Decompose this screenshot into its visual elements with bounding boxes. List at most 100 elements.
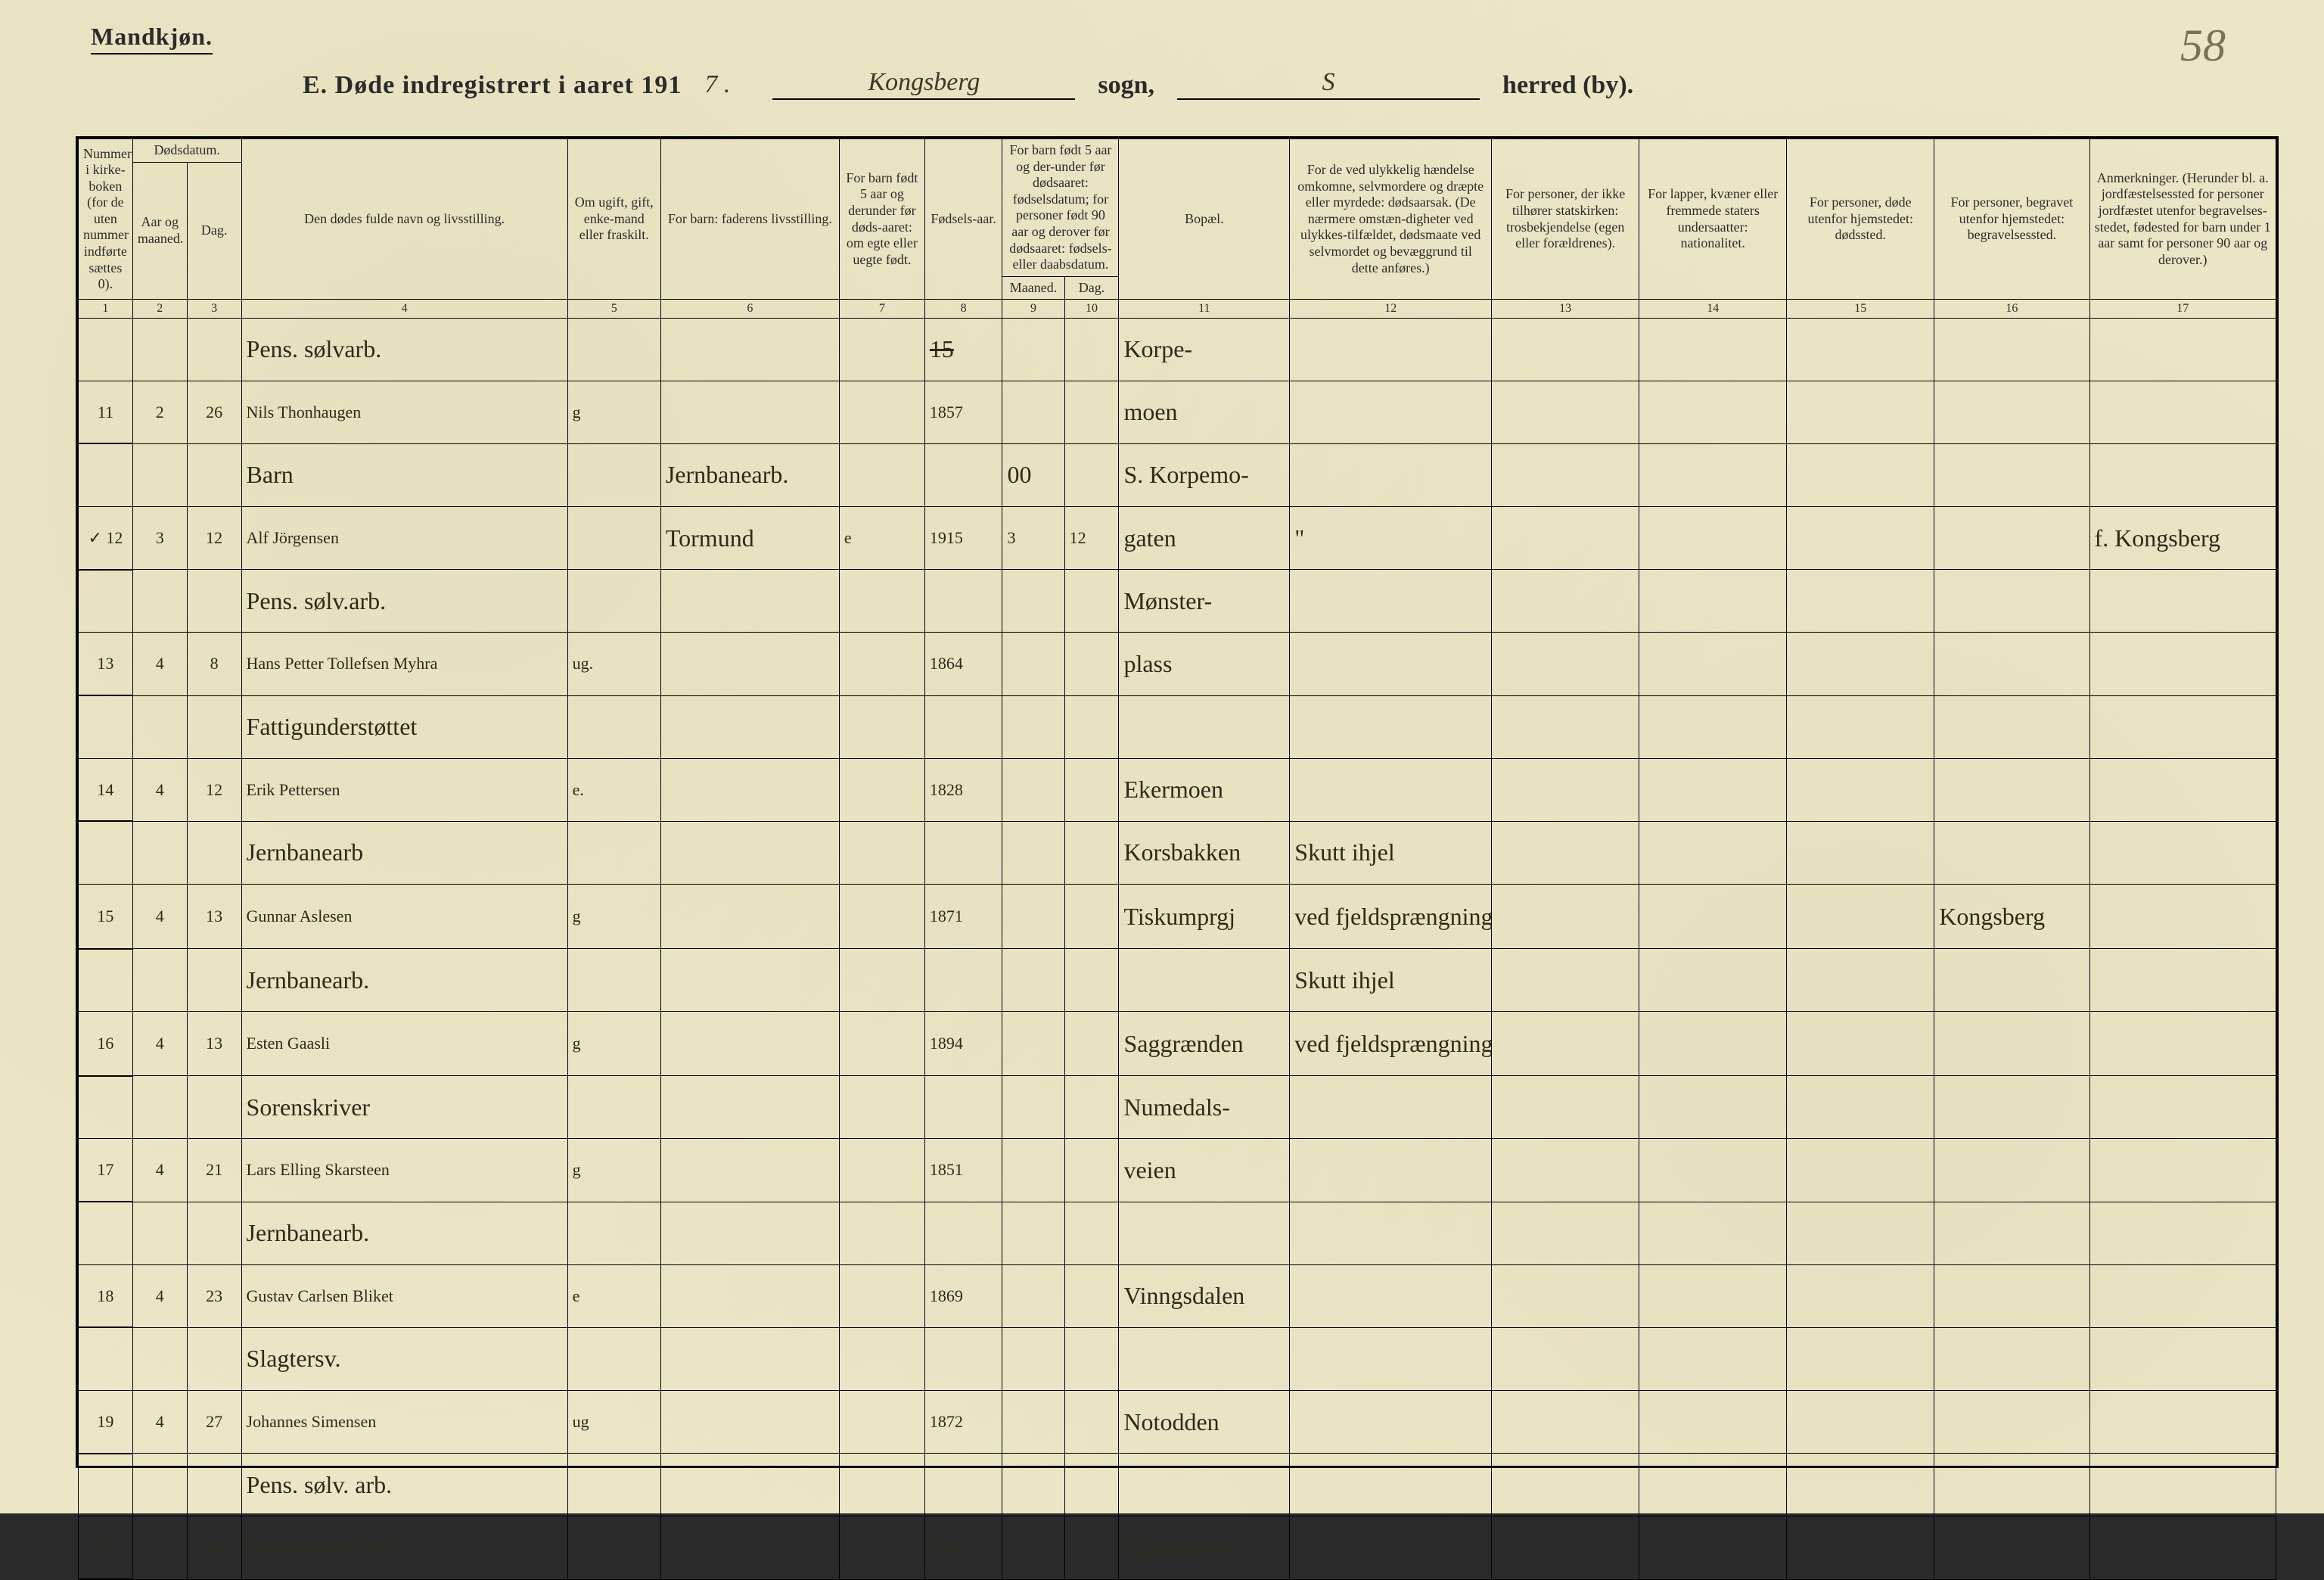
col-header: Fødsels-aar. xyxy=(924,139,1002,300)
col-header: Nummer i kirke-boken (for de uten nummer… xyxy=(79,139,133,300)
col13 xyxy=(1492,885,1639,949)
c13-top xyxy=(1492,443,1639,506)
occupation: Pens. sølv. arb. xyxy=(241,1454,567,1516)
birth-year: 1872 xyxy=(924,1391,1002,1454)
c13-top xyxy=(1492,1327,1639,1390)
col-num: 11 xyxy=(1119,300,1290,318)
seq-cell-top xyxy=(79,949,133,1012)
col-header-group-dodsdatum: Dødsdatum. xyxy=(132,139,241,163)
cause xyxy=(1290,758,1492,821)
c14-top xyxy=(1639,1327,1787,1390)
district-name: S xyxy=(1177,68,1480,100)
c15-top xyxy=(1787,318,1934,381)
col-header: Om ugift, gift, enke-mand eller fraskilt… xyxy=(567,139,660,300)
birth-year-strike xyxy=(924,821,1002,884)
father-occ-top xyxy=(660,570,839,633)
col17 xyxy=(2089,1391,2276,1454)
cause-top xyxy=(1290,695,1492,758)
residence: gaten xyxy=(1119,507,1290,570)
name: Gustav Carlsen Bliket xyxy=(241,1264,567,1327)
col16 xyxy=(1934,633,2089,695)
civil-status: g xyxy=(567,381,660,443)
col17 xyxy=(2089,885,2276,949)
col-header: Den dødes fulde navn og livsstilling. xyxy=(241,139,567,300)
cause-top: Skutt ihjel xyxy=(1290,949,1492,1012)
col-num: 8 xyxy=(924,300,1002,318)
table-row: Jernbanearb. Skutt ihjel xyxy=(79,949,2276,1012)
col-header: For barn: faderens livsstilling. xyxy=(660,139,839,300)
birth-year-strike xyxy=(924,1454,1002,1516)
birth-day-top xyxy=(1064,1076,1119,1139)
col-num: 14 xyxy=(1639,300,1787,318)
col-header: Dag. xyxy=(187,162,241,300)
legitimacy xyxy=(839,1391,924,1454)
date-day-top xyxy=(187,1454,241,1516)
c15-top xyxy=(1787,570,1934,633)
birth-day xyxy=(1064,1139,1119,1202)
birth-month-note xyxy=(1002,821,1064,884)
father-occ-top xyxy=(660,1076,839,1139)
birth-year: 1894 xyxy=(924,1012,1002,1076)
name: Gunnar Aslesen xyxy=(241,885,567,949)
date-day-top xyxy=(187,1327,241,1390)
residence-top xyxy=(1119,1327,1290,1390)
ledger-page: Mandkjøn. 58 E. Døde indregistrert i aar… xyxy=(0,0,2324,1513)
father-occ-top xyxy=(660,695,839,758)
seq: 17 xyxy=(79,1139,133,1202)
col13 xyxy=(1492,1139,1639,1202)
c15-top xyxy=(1787,1202,1934,1264)
col13 xyxy=(1492,1264,1639,1327)
legitimacy: e xyxy=(839,507,924,570)
death-day: 13 xyxy=(187,1012,241,1076)
c13-top xyxy=(1492,949,1639,1012)
col15 xyxy=(1787,1264,1934,1327)
c15-top xyxy=(1787,821,1934,884)
cause-top xyxy=(1290,1076,1492,1139)
col-header: Anmerkninger. (Herunder bl. a. jordfæste… xyxy=(2089,139,2276,300)
birth-month-note: 00 xyxy=(1002,443,1064,506)
table-row: 14412Erik Pettersene.1828Ekermoen xyxy=(79,758,2276,821)
residence-top xyxy=(1119,1454,1290,1516)
residence: Tiskumprgj xyxy=(1119,885,1290,949)
residence-top: Korsbakken xyxy=(1119,821,1290,884)
c14-top xyxy=(1639,1076,1787,1139)
civil-status: e. xyxy=(567,758,660,821)
seq-cell-top xyxy=(79,821,133,884)
birth-day-top xyxy=(1064,821,1119,884)
father-occ-top xyxy=(660,1327,839,1390)
col14 xyxy=(1639,1391,1787,1454)
legitimacy xyxy=(839,633,924,695)
death-day: 8 xyxy=(187,633,241,695)
father-occ: Tormund xyxy=(660,507,839,570)
col15 xyxy=(1787,1516,1934,1579)
father-occ xyxy=(660,758,839,821)
birth-year-strike xyxy=(924,949,1002,1012)
birth-year-strike xyxy=(924,695,1002,758)
col15 xyxy=(1787,885,1934,949)
occupation: Jernbanearb. xyxy=(241,949,567,1012)
col-num: 10 xyxy=(1064,300,1119,318)
death-month: 4 xyxy=(132,1264,187,1327)
birth-month xyxy=(1002,381,1064,443)
civil-status: g xyxy=(567,1516,660,1579)
gender-label: Mandkjøn. xyxy=(91,23,213,54)
death-day: 23 xyxy=(187,1264,241,1327)
col-num: 3 xyxy=(187,300,241,318)
col15 xyxy=(1787,1012,1934,1076)
date-month-top xyxy=(132,949,187,1012)
cause xyxy=(1290,381,1492,443)
c16-top xyxy=(1934,821,2089,884)
death-day: 29 xyxy=(187,1516,241,1579)
seq-cell-top xyxy=(79,1202,133,1264)
legitimacy xyxy=(839,1264,924,1327)
civil-status xyxy=(567,507,660,570)
cause xyxy=(1290,633,1492,695)
c15-top xyxy=(1787,695,1934,758)
birth-year-strike xyxy=(924,443,1002,506)
legit-top xyxy=(839,1202,924,1264)
cause: ved fjeldsprængning ✓ xyxy=(1290,1012,1492,1076)
col17 xyxy=(2089,1516,2276,1579)
cause-top xyxy=(1290,318,1492,381)
col15 xyxy=(1787,633,1934,695)
legitimacy xyxy=(839,1139,924,1202)
